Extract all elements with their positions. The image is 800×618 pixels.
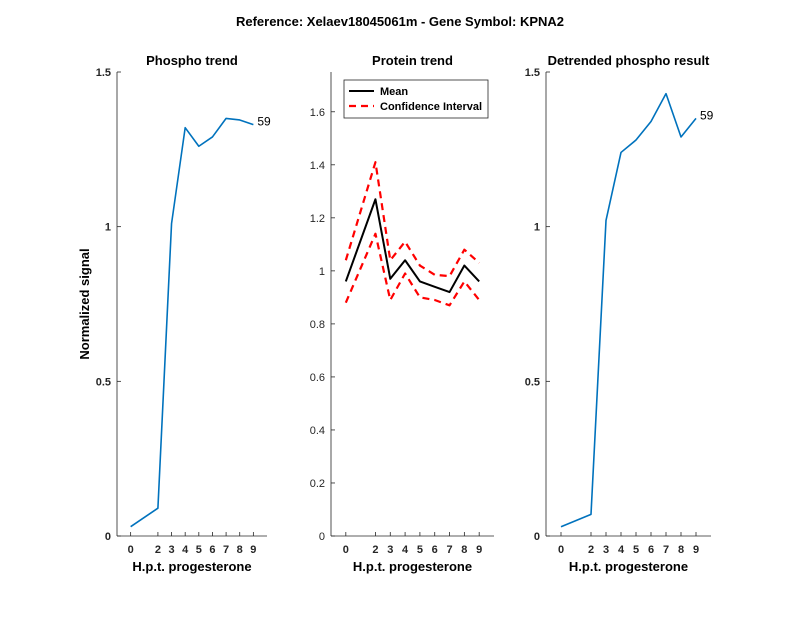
phospho-y-label: Normalized signal xyxy=(77,248,92,359)
phospho-x-tick-label: 9 xyxy=(250,544,256,556)
protein-x-label: H.p.t. progesterone xyxy=(353,559,472,574)
detrended-x-tick-label: 6 xyxy=(648,544,654,556)
protein-x-tick-label: 7 xyxy=(446,544,452,556)
phospho-end-label: 59 xyxy=(257,115,271,129)
legend-entry: Mean xyxy=(380,86,408,98)
protein-series-mean xyxy=(344,198,480,294)
protein-title: Protein trend xyxy=(372,53,453,68)
protein-y-tick-label: 0 xyxy=(319,531,325,543)
protein-y-tick-label: 1.6 xyxy=(310,107,325,119)
legend-box xyxy=(343,79,489,119)
detrended-x-tick-label: 7 xyxy=(663,544,669,556)
phospho-x-tick-label: 0 xyxy=(128,544,134,556)
phospho-x-tick-label: 8 xyxy=(237,544,243,556)
protein-y-tick-label: 0.6 xyxy=(310,372,325,384)
detrended-x-tick-label: 3 xyxy=(603,544,609,556)
detrended-panel: 0 0.5 1 1.5 0 2 3 4 5 6 7 8 9 Detrended phospho resul… xyxy=(525,53,714,574)
phospho-x-tick-label: 4 xyxy=(182,544,189,556)
phospho-x-tick-label: 2 xyxy=(155,544,161,556)
detrended-x-tick-label: 4 xyxy=(618,544,625,556)
protein-y-tick-label: 0.4 xyxy=(310,425,325,437)
detrended-series-line-0 xyxy=(560,92,697,528)
phospho-x-tick-label: 7 xyxy=(223,544,229,556)
phospho-x-tick-label: 5 xyxy=(196,544,202,556)
protein-y-tick-label: 1.4 xyxy=(310,160,325,172)
detrended-x-tick-label: 5 xyxy=(633,544,639,556)
detrended-x-tick-label: 8 xyxy=(678,544,684,556)
protein-y-tick-label: 0.8 xyxy=(310,319,325,331)
phospho-y-tick-label: 1.5 xyxy=(96,67,111,79)
protein-x-tick-label: 3 xyxy=(387,544,393,556)
phospho-x-tick-label: 6 xyxy=(209,544,215,556)
phospho-y-tick-label: 0.5 xyxy=(96,376,111,388)
protein-legend: Mean Confidence Interval xyxy=(343,79,489,119)
protein-x-tick-label: 4 xyxy=(402,544,409,556)
detrended-y-tick-label: 0 xyxy=(534,531,540,543)
protein-x-tick-label: 6 xyxy=(432,544,438,556)
protein-y-tick-label: 0.2 xyxy=(310,478,325,490)
protein-panel: 0 0.2 0.4 0.6 0.8 1 1.2 1.4 1.6 0 2 3 4 5 6 7 8 9 Protein … xyxy=(310,53,494,574)
legend-entry: Confidence Interval xyxy=(380,101,482,113)
phospho-x-tick-label: 3 xyxy=(168,544,174,556)
protein-series-confidence-interval xyxy=(344,161,480,278)
protein-y-tick-label: 1.2 xyxy=(310,213,325,225)
phospho-title: Phospho trend xyxy=(146,53,238,68)
protein-x-tick-label: 9 xyxy=(476,544,482,556)
protein-y-tick-label: 1 xyxy=(319,266,325,278)
protein-x-tick-label: 8 xyxy=(461,544,467,556)
detrended-x-label: H.p.t. progesterone xyxy=(569,559,688,574)
protein-x-tick-label: 0 xyxy=(343,544,349,556)
detrended-end-label: 59 xyxy=(700,108,714,122)
protein-series-line-2 xyxy=(344,232,481,307)
phospho-panel: 0 0.5 1 1.5 0 2 3 4 5 6 7 8 9 Phospho trend H.p.t. pro… xyxy=(77,53,271,574)
phospho-y-tick-label: 0 xyxy=(105,531,111,543)
protein-x-tick-label: 5 xyxy=(417,544,423,556)
phospho-y-tick-label: 1 xyxy=(105,222,111,234)
detrended-x-tick-label: 9 xyxy=(693,544,699,556)
detrended-y-tick-label: 0.5 xyxy=(525,376,540,388)
figure-title: Reference: Xelaev18045061m - Gene Symbol… xyxy=(236,14,564,29)
detrended-y-tick-label: 1.5 xyxy=(525,67,540,79)
detrended-x-tick-label: 0 xyxy=(558,544,564,556)
protein-x-tick-label: 2 xyxy=(372,544,378,556)
detrended-y-tick-label: 1 xyxy=(534,222,540,234)
detrended-title: Detrended phospho result xyxy=(548,53,710,68)
phospho-x-label: H.p.t. progesterone xyxy=(132,559,251,574)
phospho-series-line-0 xyxy=(130,117,254,528)
detrended-x-tick-label: 2 xyxy=(588,544,594,556)
